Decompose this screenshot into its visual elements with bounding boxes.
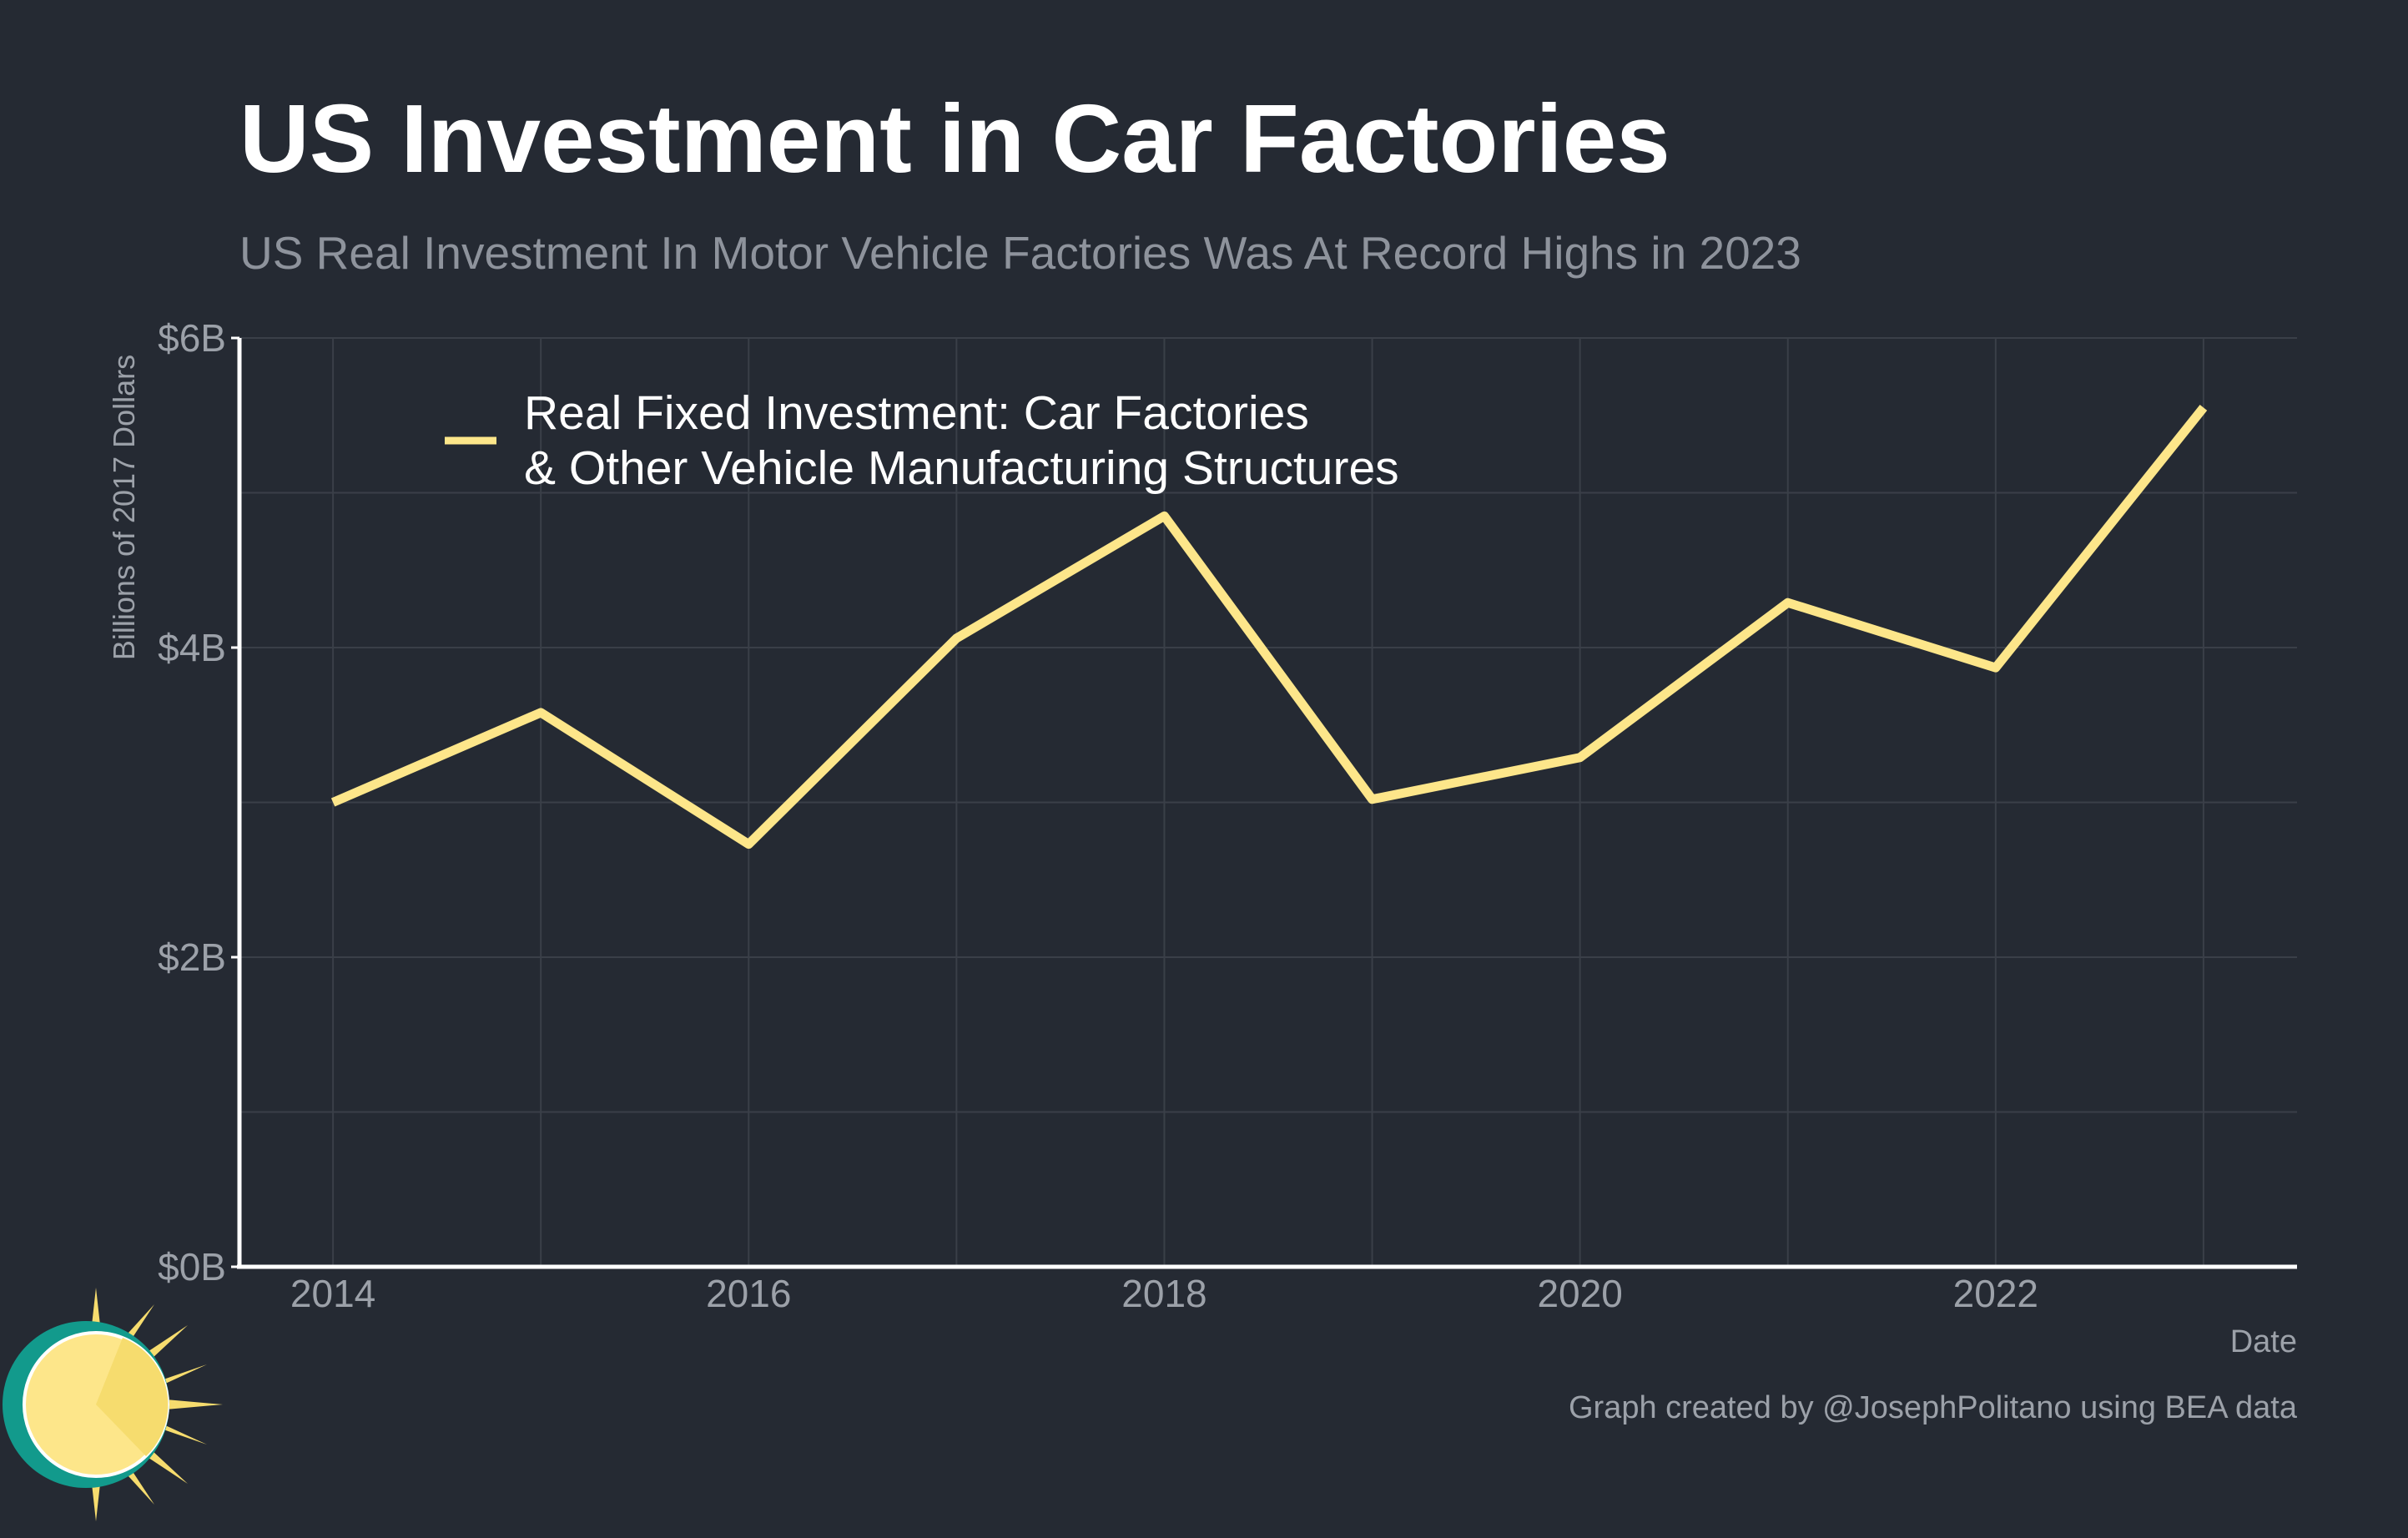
x-tick-label: 2014: [290, 1272, 375, 1315]
series-line-car-factories: [330, 405, 2208, 850]
axes: [237, 338, 2297, 1269]
sun-logo-icon: [3, 1288, 223, 1521]
y-axis-label: Billions of 2017 Dollars: [107, 355, 141, 660]
series: [330, 405, 2208, 850]
y-tick-labels: $0B $2B $4B $6B: [158, 316, 239, 1288]
y-tick-label: $4B: [158, 626, 226, 669]
x-tick-labels: 2014 2016 2018 2020 2022: [290, 1272, 2038, 1315]
x-tick-label: 2020: [1537, 1272, 1622, 1315]
y-tick-label: $0B: [158, 1245, 226, 1288]
x-tick-label: 2022: [1953, 1272, 2038, 1315]
source-credit: Graph created by @JosephPolitano using B…: [1568, 1390, 2297, 1425]
legend: Real Fixed Investment: Car Factories & O…: [445, 386, 1399, 495]
x-tick-label: 2018: [1121, 1272, 1207, 1315]
legend-label-line-2: & Other Vehicle Manufacturing Structures: [524, 441, 1399, 495]
chart-title: US Investment in Car Factories: [239, 84, 1670, 193]
x-tick-label: 2016: [706, 1272, 791, 1315]
y-tick-label: $6B: [158, 316, 226, 360]
x-axis-label: Date: [2230, 1324, 2297, 1359]
chart-subtitle: US Real Investment In Motor Vehicle Fact…: [239, 227, 1801, 279]
grid-lines: [239, 337, 2297, 1267]
y-tick-label: $2B: [158, 935, 226, 979]
legend-label-line-1: Real Fixed Investment: Car Factories: [524, 386, 1309, 440]
